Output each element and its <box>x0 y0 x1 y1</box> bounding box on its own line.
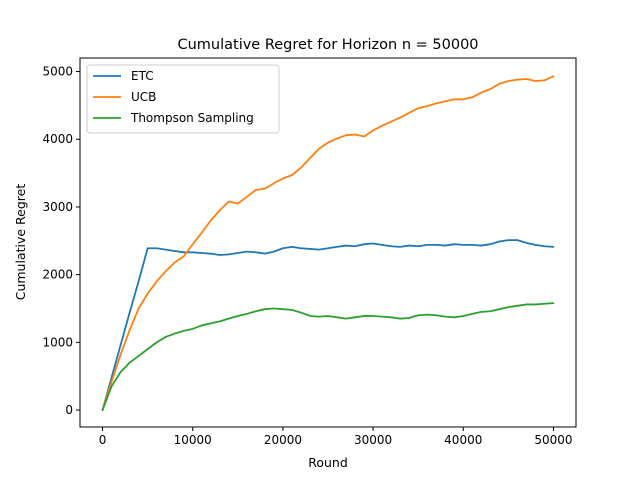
x-axis-ticks: 0 10000 20000 30000 40000 50000 <box>99 427 573 447</box>
plot-frame <box>79 57 577 428</box>
y-tick-label: 0 <box>65 403 73 417</box>
axes: 0 10000 20000 30000 40000 50000 0 1000 2000 3000… <box>42 57 577 447</box>
chart-title: Cumulative Regret for Horizon n = 50000 <box>177 37 478 53</box>
x-tick-label: 0 <box>99 433 107 447</box>
y-axis-label: Cumulative Regret <box>13 184 28 301</box>
legend: ETC UCB Thompson Sampling <box>86 64 280 134</box>
x-axis-label: Round <box>308 455 348 470</box>
series-line-ucb <box>101 75 555 411</box>
x-tick-label: 40000 <box>444 433 482 447</box>
legend-box <box>86 64 280 134</box>
plot-lines <box>101 75 555 411</box>
x-tick-label: 10000 <box>174 433 212 447</box>
series-line-thompson-sampling <box>101 302 555 411</box>
legend-items: ETC UCB Thompson Sampling <box>93 69 254 125</box>
x-tick-label: 30000 <box>354 433 392 447</box>
y-tick-label: 5000 <box>42 65 73 79</box>
x-tick-label: 50000 <box>534 433 572 447</box>
y-axis-ticks: 0 1000 2000 3000 4000 5000 <box>42 65 80 417</box>
legend-label: UCB <box>131 90 156 104</box>
y-tick-label: 2000 <box>42 268 73 282</box>
x-tick-label: 20000 <box>264 433 302 447</box>
legend-label: ETC <box>131 69 154 83</box>
legend-label: Thompson Sampling <box>130 111 254 125</box>
y-tick-label: 1000 <box>42 335 73 349</box>
y-tick-label: 4000 <box>42 132 73 146</box>
series-line-etc <box>101 239 555 411</box>
y-tick-label: 3000 <box>42 200 73 214</box>
